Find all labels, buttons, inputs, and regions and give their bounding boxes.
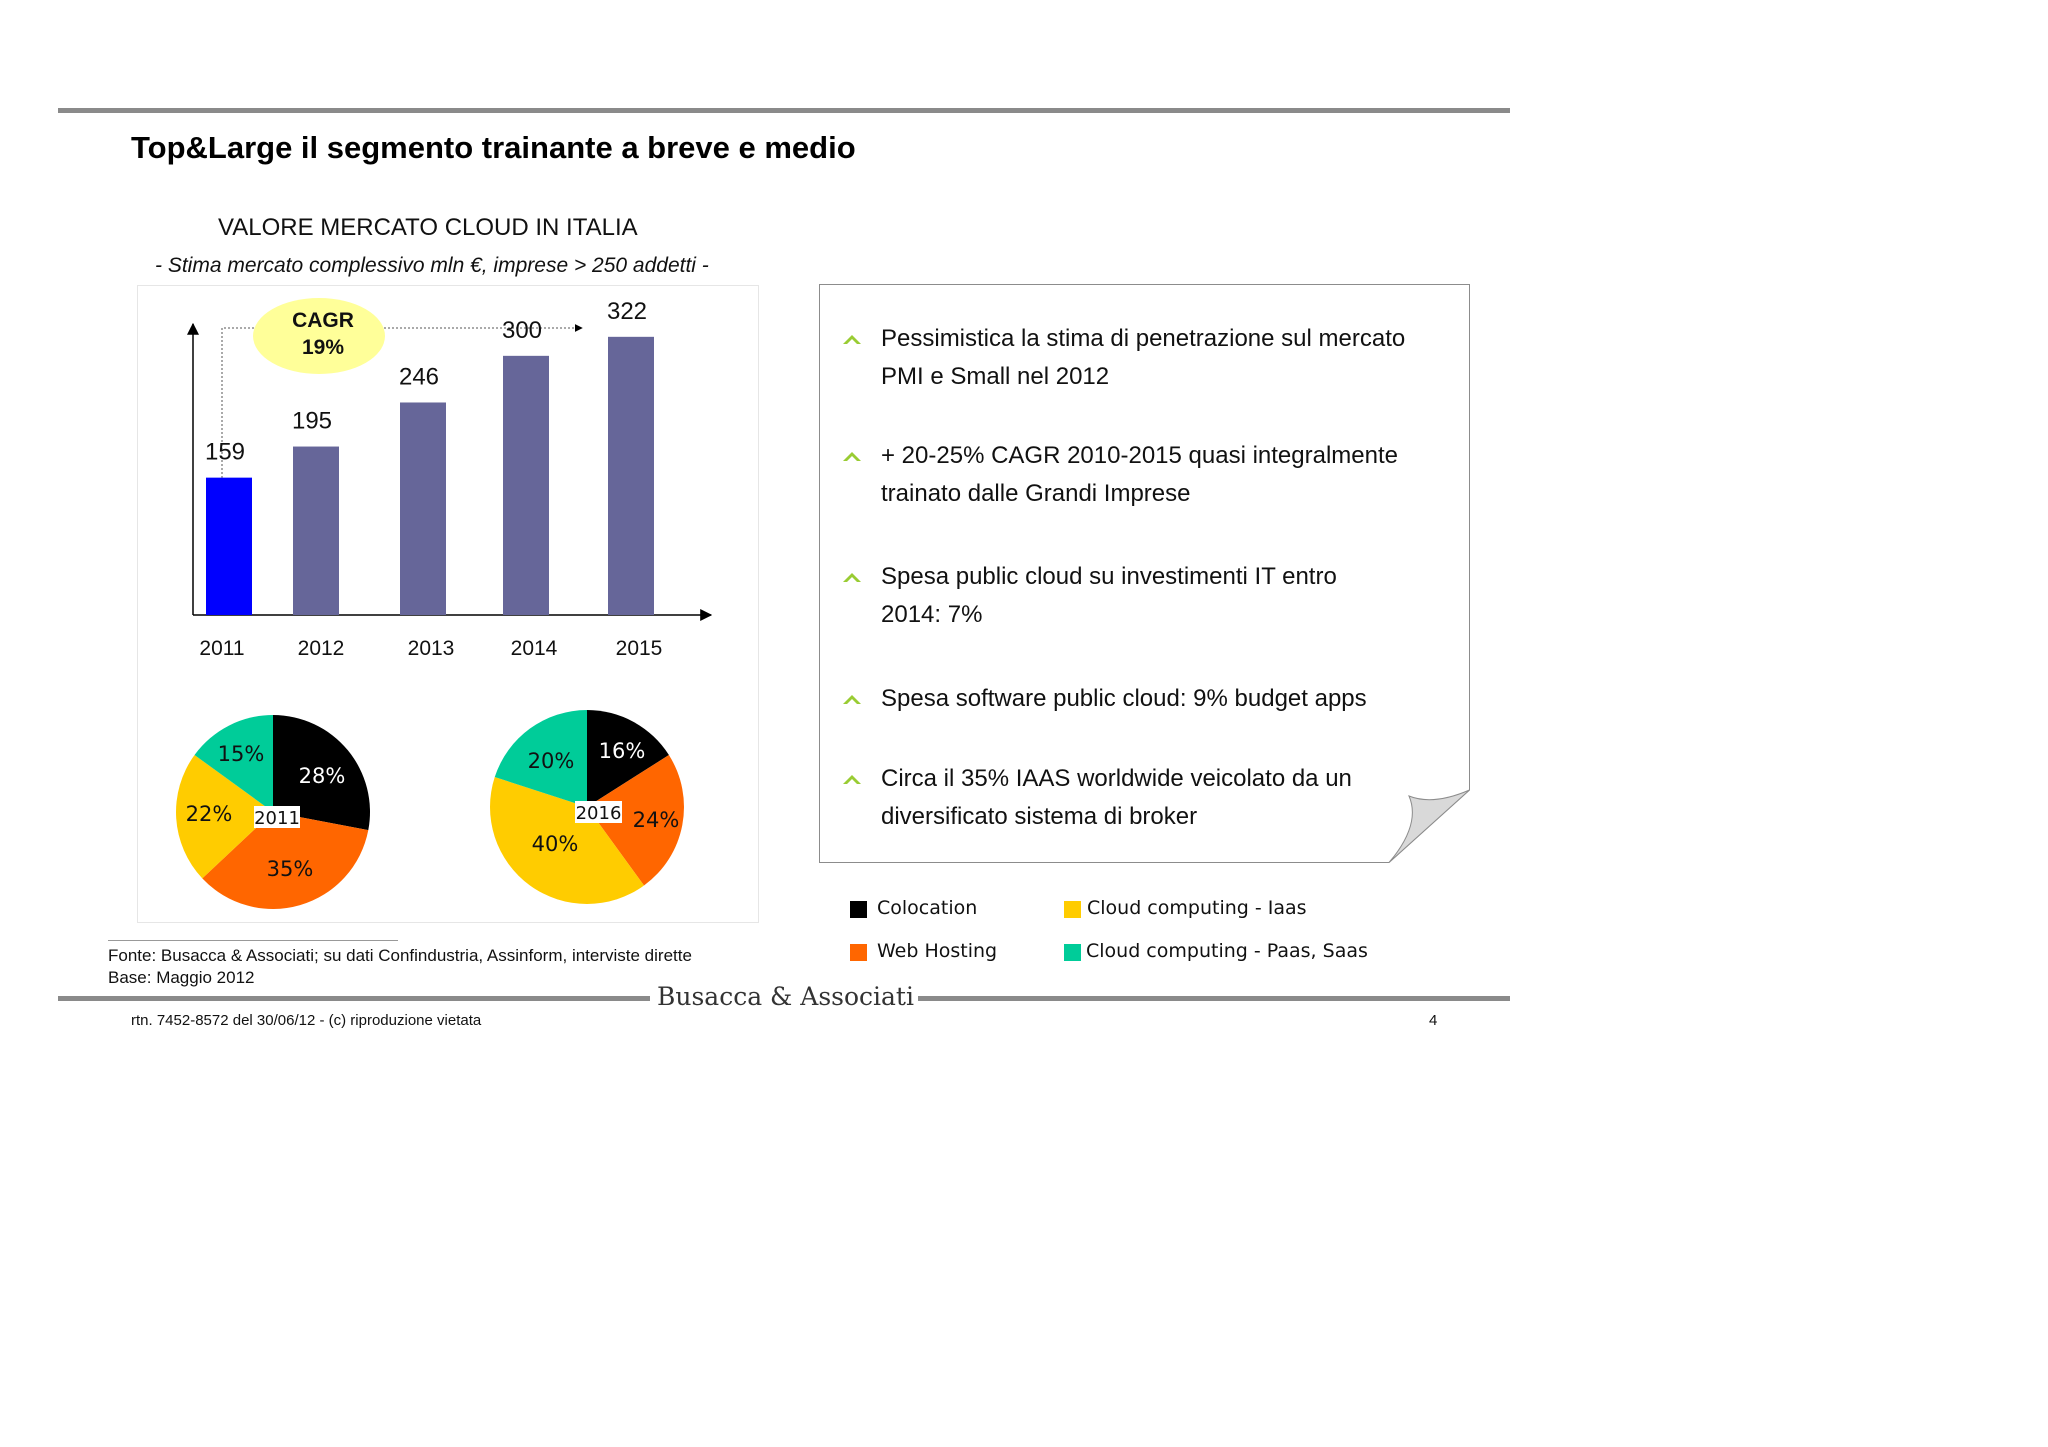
- pie-slice: [273, 715, 370, 831]
- bar-2012: [293, 446, 339, 615]
- bullet-item: + 20-25% CAGR 2010-2015 quasi integralme…: [881, 442, 1398, 507]
- bullet-item: Spesa software public cloud: 9% budget a…: [881, 685, 1367, 712]
- cagr-value: 19%: [302, 336, 344, 359]
- pie-slice: [494, 710, 587, 807]
- pie-year-label: 2011: [254, 808, 300, 829]
- pies-group: 28% 35% 22% 15% 2011 16% 24% 40% 20% 2016: [175, 710, 684, 910]
- x-tick-label: 2015: [616, 637, 663, 660]
- bars-group: 159 2011 195 2012 246 2013 300 2014 322 2015: [199, 298, 662, 660]
- bar-2014: [503, 355, 549, 615]
- legend-label-web-hosting: Web Hosting: [877, 940, 998, 962]
- chevron-up-icon: [843, 335, 861, 344]
- pie-year-box: [575, 801, 622, 823]
- pie-slice: [587, 755, 684, 886]
- legend-swatch-iaas: [1064, 901, 1081, 918]
- bar-value-label: 195: [292, 408, 332, 435]
- bar-value-label: 300: [502, 317, 542, 344]
- cagr-guide-line: [221, 324, 583, 478]
- pie-slice-label: 40%: [532, 832, 579, 856]
- legend-label-iaas: Cloud computing - Iaas: [1087, 897, 1307, 919]
- pie-slice-label: 20%: [528, 749, 575, 773]
- brand-logo: Busacca & Associati: [657, 982, 914, 1011]
- pie-slice: [587, 710, 669, 807]
- source-divider: [108, 940, 398, 941]
- footer-note: rtn. 7452-8572 del 30/06/12 - (c) riprod…: [131, 1012, 482, 1029]
- legend-swatch-web-hosting: [850, 944, 867, 961]
- pie-slice: [194, 715, 273, 812]
- source-note: Fonte: Busacca & Associati; su dati Conf…: [108, 946, 692, 965]
- chevron-up-icon: [843, 695, 861, 704]
- legend-swatch-paas-saas: [1064, 944, 1081, 961]
- bullet-item: Pessimistica la stima di penetrazione su…: [881, 325, 1406, 390]
- pie-year-label: 2016: [576, 803, 622, 824]
- pie-slice-label: 24%: [633, 808, 680, 832]
- pie-slice-label: 15%: [218, 742, 265, 766]
- chevron-up-icon: [843, 452, 861, 461]
- legend-swatch-colocation: [850, 901, 867, 918]
- pie-slice-label: 16%: [599, 739, 646, 763]
- pie-slice: [175, 754, 273, 879]
- x-tick-label: 2014: [511, 637, 558, 660]
- bottom-rule-right: [918, 996, 1510, 1001]
- bar-value-label: 246: [399, 363, 439, 390]
- pie-slice-label: 35%: [267, 857, 314, 881]
- chart-frame: [137, 285, 759, 923]
- chart-subtitle: - Stima mercato complessivo mln €, impre…: [155, 254, 709, 277]
- x-tick-label: 2012: [298, 637, 345, 660]
- x-tick-label: 2013: [408, 637, 455, 660]
- base-note: Base: Maggio 2012: [108, 968, 255, 987]
- top-rule: [58, 108, 1510, 113]
- chart-title: VALORE MERCATO CLOUD IN ITALIA: [218, 214, 638, 241]
- pie-slice: [202, 812, 369, 910]
- page-number: 4: [1429, 1012, 1438, 1029]
- page-title: Top&Large il segmento trainante a breve …: [131, 130, 856, 165]
- bullet-item: Spesa public cloud su investimenti IT en…: [881, 563, 1337, 628]
- pie-slice-label: 22%: [186, 802, 233, 826]
- bar-chart: CAGR 19% 159 2011 195 2012 246 2013 300 2014 322…: [175, 298, 713, 910]
- bar-2011: [206, 477, 252, 615]
- pie-slice: [489, 777, 645, 905]
- legend-label-paas-saas: Cloud computing - Paas, Saas: [1086, 940, 1368, 962]
- cagr-label: CAGR: [292, 309, 354, 332]
- pie-slice-label: 28%: [299, 764, 346, 788]
- bar-2013: [400, 402, 446, 615]
- x-tick-label: 2011: [199, 637, 244, 660]
- bullet-item: Circa il 35% IAAS worldwide veicolato da…: [881, 765, 1352, 830]
- bar-2015: [608, 336, 654, 615]
- chevron-up-icon: [843, 775, 861, 784]
- note-box: [819, 284, 1470, 863]
- page-curl: [1388, 789, 1470, 863]
- pie-year-box: [254, 806, 300, 828]
- bottom-rule-left: [58, 996, 650, 1001]
- legend-label-colocation: Colocation: [877, 897, 978, 919]
- chevron-up-icon: [843, 573, 861, 582]
- bar-value-label: 322: [607, 298, 647, 325]
- bar-value-label: 159: [205, 439, 245, 466]
- cagr-bubble: [253, 298, 385, 374]
